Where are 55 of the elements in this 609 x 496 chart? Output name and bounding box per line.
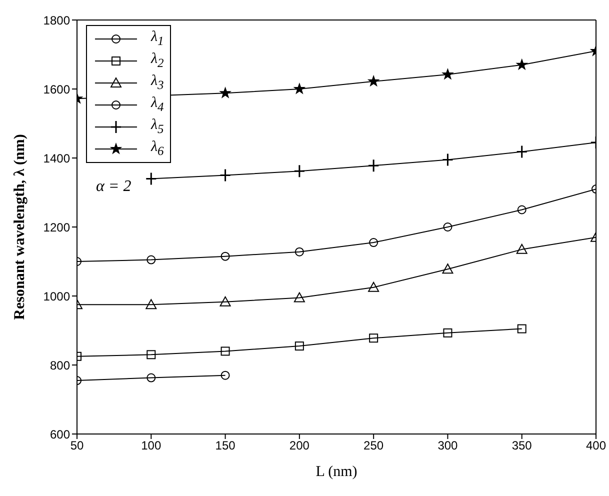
- point: [220, 370, 230, 380]
- x-axis-title: L (nm): [316, 464, 358, 480]
- point: [443, 222, 452, 232]
- point: [369, 334, 378, 343]
- y-tick-label: 1600: [43, 82, 70, 96]
- point: [517, 324, 526, 334]
- y-tick-label: 1000: [43, 289, 70, 304]
- point: [220, 88, 231, 98]
- point: [368, 158, 380, 172]
- point: [443, 328, 452, 338]
- x-tick-label: 250: [364, 438, 384, 453]
- point: [294, 164, 306, 178]
- point: [220, 168, 232, 182]
- point: [294, 247, 304, 256]
- legend-label: λ$_{4}$: [151, 95, 164, 115]
- point: [294, 292, 305, 302]
- legend-label: λ$_{5}$: [151, 117, 164, 137]
- point: [442, 69, 453, 80]
- x-tick-label: 200: [289, 438, 310, 453]
- point: [369, 238, 378, 248]
- point: [442, 152, 454, 166]
- point: [294, 342, 304, 351]
- point: [516, 244, 528, 254]
- x-tick-label: 400: [586, 438, 606, 453]
- point: [368, 76, 379, 86]
- legend-label: λ$_{3}$: [151, 73, 164, 93]
- point: [220, 252, 230, 261]
- y-tick-label: 1200: [43, 220, 70, 234]
- point: [220, 346, 230, 356]
- y-tick-label: 800: [50, 358, 70, 372]
- x-tick-label: 150: [215, 438, 236, 453]
- point: [516, 59, 528, 70]
- x-tick-label: 350: [512, 438, 532, 453]
- legend-label: λ$_{2}$: [151, 51, 164, 71]
- point: [516, 145, 528, 159]
- y-tick-label: 1400: [43, 151, 70, 166]
- x-tick-label: 100: [141, 438, 162, 453]
- x-tick-label: 300: [438, 438, 458, 453]
- annotation: α = 2: [96, 178, 132, 196]
- point: [220, 296, 231, 306]
- point: [517, 205, 526, 214]
- point: [146, 350, 156, 360]
- point: [294, 84, 305, 94]
- point: [368, 282, 380, 292]
- y-tick-label: 600: [50, 427, 70, 442]
- point: [145, 172, 157, 186]
- point: [146, 299, 157, 310]
- x-tick-label: 50: [70, 438, 84, 453]
- legend-label: λ$_{1}$: [151, 29, 164, 49]
- y-axis-title: Resonant wavelength, λ (nm): [12, 134, 28, 320]
- point: [146, 373, 156, 382]
- point: [442, 264, 454, 274]
- point: [146, 255, 156, 264]
- y-tick-label: 1800: [43, 13, 70, 28]
- legend-label: λ$_{6}$: [151, 139, 164, 159]
